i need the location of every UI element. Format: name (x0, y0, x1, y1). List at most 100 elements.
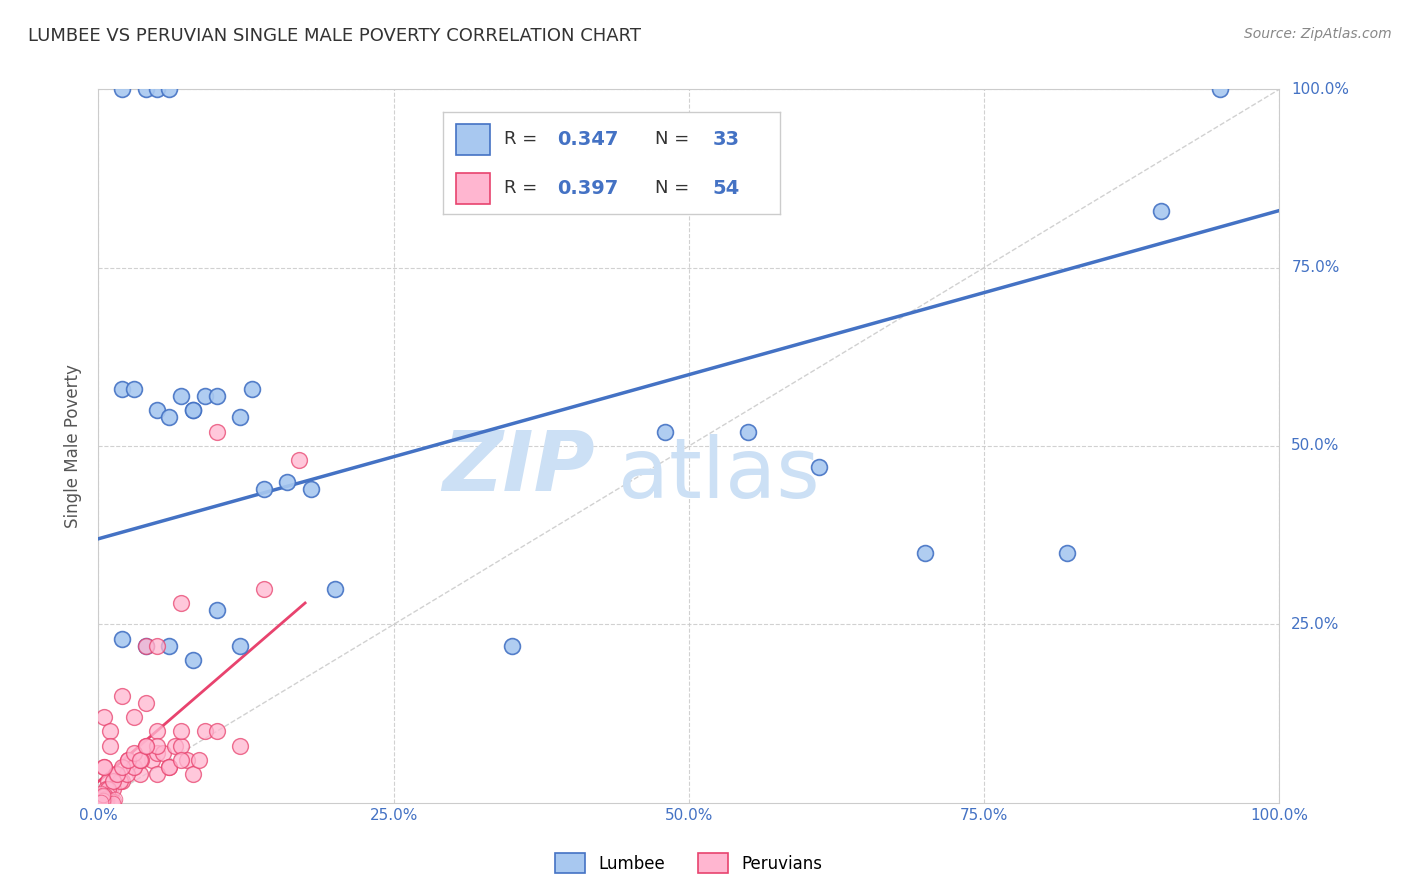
Point (135, 639, 157, 653)
Point (141, 753, 163, 767)
Point (104, 792, 127, 806)
Point (229, 410, 252, 425)
Point (170, 739, 193, 753)
Point (181, 403, 204, 417)
Point (111, 82, 134, 96)
Point (97, 795, 120, 809)
Point (111, 774, 134, 789)
Point (128, 753, 150, 767)
Point (93, 792, 115, 806)
Point (90, 794, 112, 808)
Point (90, 786, 112, 800)
Point (100, 794, 122, 808)
Point (94, 790, 117, 805)
Point (89, 790, 111, 805)
Point (229, 639, 252, 653)
Point (253, 582, 276, 596)
Point (135, 639, 157, 653)
Point (90, 795, 112, 809)
Text: 33: 33 (713, 129, 740, 149)
Point (501, 639, 523, 653)
Text: 25.0%: 25.0% (1291, 617, 1340, 632)
Point (181, 653, 204, 667)
Point (205, 603, 228, 617)
Text: N =: N = (655, 179, 696, 197)
Text: 0.397: 0.397 (558, 179, 619, 198)
Point (89, 789, 111, 804)
Point (128, 767, 150, 781)
Point (98, 739, 121, 753)
Point (135, 739, 157, 753)
Point (96, 794, 118, 808)
Point (135, 82, 157, 96)
Point (288, 453, 311, 467)
Point (654, 425, 676, 439)
Point (93, 789, 115, 803)
Point (194, 389, 217, 403)
Point (90, 794, 112, 808)
Point (323, 582, 346, 596)
Point (91, 793, 114, 807)
Point (97, 795, 120, 809)
Point (97, 774, 120, 789)
Point (94, 795, 117, 809)
Point (93, 760, 115, 774)
Point (101, 774, 124, 789)
Text: atlas: atlas (619, 434, 820, 515)
Point (93, 788, 115, 802)
Point (108, 774, 131, 789)
Point (157, 760, 180, 774)
Point (146, 82, 169, 96)
Text: LUMBEE VS PERUVIAN SINGLE MALE POVERTY CORRELATION CHART: LUMBEE VS PERUVIAN SINGLE MALE POVERTY C… (28, 27, 641, 45)
Point (91, 792, 114, 806)
Point (157, 410, 180, 425)
Point (101, 795, 124, 809)
Point (94, 794, 117, 808)
FancyBboxPatch shape (457, 173, 491, 204)
Point (87, 791, 110, 805)
Point (194, 724, 217, 739)
Point (93, 791, 115, 805)
Point (152, 746, 174, 760)
Point (146, 403, 169, 417)
Text: 75.0%: 75.0% (1291, 260, 1340, 275)
Point (253, 482, 276, 496)
Point (187, 753, 209, 767)
Point (93, 794, 115, 808)
Point (111, 632, 134, 646)
Point (98, 724, 121, 739)
Point (1056, 546, 1078, 560)
Point (111, 382, 134, 396)
Point (87, 792, 110, 806)
Point (205, 425, 228, 439)
Point (229, 739, 252, 753)
Point (122, 760, 145, 774)
Point (91, 791, 114, 805)
Text: R =: R = (503, 179, 543, 197)
Point (91, 795, 114, 809)
Point (96, 791, 118, 805)
Point (170, 596, 193, 610)
Point (97, 788, 120, 802)
Text: ZIP: ZIP (441, 427, 595, 508)
Point (914, 546, 936, 560)
Point (1209, 82, 1232, 96)
Text: 100.0%: 100.0% (1291, 82, 1350, 96)
Point (93, 760, 115, 774)
Point (100, 794, 122, 808)
Point (146, 767, 169, 781)
Point (93, 789, 115, 803)
Point (117, 753, 139, 767)
Point (93, 789, 115, 803)
Point (122, 746, 145, 760)
Point (101, 781, 124, 796)
Point (737, 425, 759, 439)
Point (115, 767, 138, 781)
Point (94, 788, 117, 802)
Point (181, 767, 204, 781)
Point (93, 710, 115, 724)
Point (94, 781, 117, 796)
Text: 54: 54 (713, 179, 740, 198)
Point (89, 796, 111, 810)
Point (94, 795, 117, 809)
